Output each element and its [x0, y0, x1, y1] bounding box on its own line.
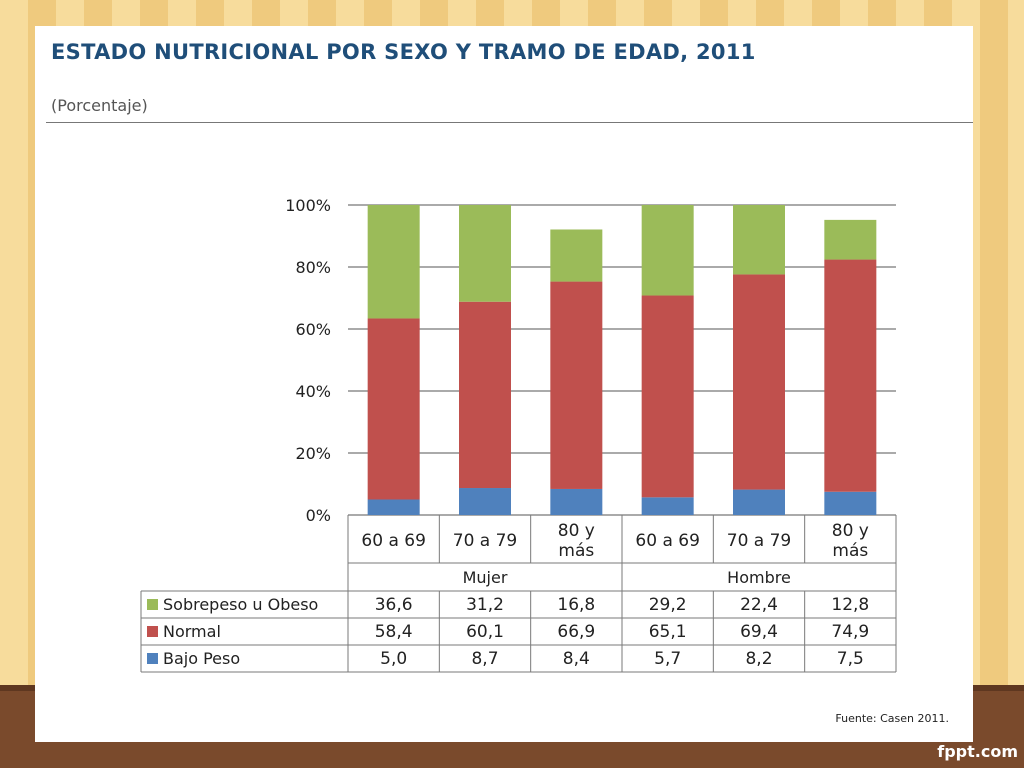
legend-label: Normal — [163, 622, 221, 641]
data-label: 29,2 — [649, 595, 687, 615]
bar-segment — [550, 488, 603, 515]
data-label: 58,4 — [375, 622, 413, 642]
bar-segment — [550, 229, 603, 282]
data-label: 65,1 — [649, 622, 687, 642]
page-title: ESTADO NUTRICIONAL POR SEXO Y TRAMO DE E… — [51, 40, 756, 64]
x-tick-label: 80 y — [832, 521, 869, 541]
bar-segment — [641, 497, 694, 515]
bar-segment — [459, 301, 511, 489]
bar-segment — [459, 488, 511, 515]
data-label: 16,8 — [557, 595, 595, 615]
data-label: 8,2 — [745, 649, 772, 669]
bar-segment — [824, 219, 877, 260]
x-tick-label: 70 a 79 — [453, 531, 518, 551]
y-tick-label: 20% — [295, 444, 331, 463]
bar-segment — [733, 205, 785, 275]
data-label: 8,7 — [471, 649, 498, 669]
x-tick-label: 80 y — [558, 521, 595, 541]
brand-watermark: fppt.com — [937, 742, 1018, 761]
bar-segment — [550, 281, 603, 489]
data-label: 74,9 — [831, 622, 869, 642]
legend-label: Bajo Peso — [163, 649, 240, 668]
x-tick-label: 60 a 69 — [635, 531, 700, 551]
x-tick-label: 60 a 69 — [361, 531, 426, 551]
legend-swatch — [147, 653, 158, 664]
y-tick-label: 40% — [295, 382, 331, 401]
bar-segment — [733, 489, 785, 515]
page-subtitle: (Porcentaje) — [51, 96, 148, 115]
data-label: 60,1 — [466, 622, 504, 642]
legend-swatch — [147, 626, 158, 637]
y-tick-label: 100% — [285, 196, 331, 215]
bar-segment — [367, 499, 420, 515]
data-label: 12,8 — [831, 595, 869, 615]
group-label: Mujer — [463, 568, 508, 587]
x-tick-label: 70 a 79 — [727, 531, 792, 551]
bar-segment — [641, 295, 694, 498]
title-divider — [46, 122, 973, 123]
data-label: 8,4 — [563, 649, 590, 669]
source-note: Fuente: Casen 2011. — [835, 712, 949, 725]
group-label: Hombre — [727, 568, 791, 587]
data-label: 66,9 — [557, 622, 595, 642]
y-tick-label: 0% — [306, 506, 331, 525]
y-tick-label: 80% — [295, 258, 331, 277]
data-label: 36,6 — [375, 595, 413, 615]
data-label: 31,2 — [466, 595, 504, 615]
data-label: 22,4 — [740, 595, 778, 615]
data-label: 69,4 — [740, 622, 778, 642]
legend-label: Sobrepeso u Obeso — [163, 595, 318, 614]
legend-swatch — [147, 599, 158, 610]
data-label: 5,0 — [380, 649, 407, 669]
bar-segment — [641, 205, 694, 296]
data-label: 5,7 — [654, 649, 681, 669]
bar-segment — [367, 205, 420, 319]
y-tick-label: 60% — [295, 320, 331, 339]
bar-segment — [824, 491, 877, 515]
bar-segment — [367, 318, 420, 500]
data-label: 7,5 — [837, 649, 864, 669]
x-tick-label: más — [558, 541, 594, 561]
bar-segment — [733, 274, 785, 490]
x-tick-label: más — [832, 541, 868, 561]
bar-segment — [824, 259, 877, 492]
bar-segment — [459, 205, 511, 302]
